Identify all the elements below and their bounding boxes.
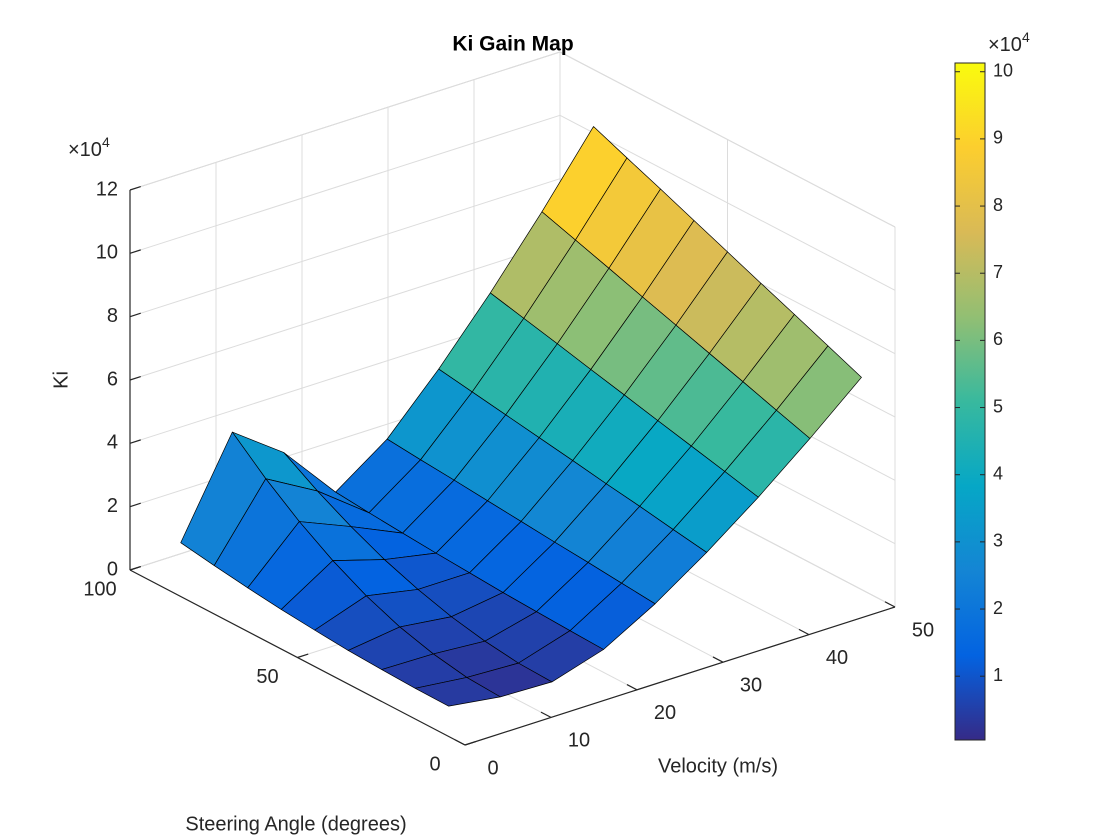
colorbar-tick-label: 2 [993,598,1003,618]
z-tick-label: 0 [107,558,118,580]
y-tick [129,565,141,571]
surface-patch [414,677,501,707]
x-axis-label: Velocity (m/s) [658,755,778,777]
colorbar-tick-label: 10 [993,60,1013,80]
z-tick-label: 2 [107,495,118,517]
y-tick [297,653,309,659]
z-tick-label: 12 [96,178,118,200]
x-tick [626,684,638,691]
x-axis [464,606,896,746]
y-tick-label: 50 [256,666,278,688]
grid-line [129,178,561,318]
y-tick-label: 100 [83,578,116,600]
x-tick-label: 20 [654,702,676,724]
x-tick-label: 40 [826,647,848,669]
x-tick [798,628,810,636]
z-exponent-power: 4 [102,134,110,150]
z-tick-label: 6 [107,368,118,390]
colorbar-tick-label: 4 [993,463,1003,483]
x-tick [540,711,552,718]
x-tick-label: 50 [912,619,934,641]
z-exponent-base: ×10 [68,139,102,161]
colorbar [954,62,986,741]
x-tick-label: 30 [740,674,762,696]
z-tick [129,439,141,444]
colorbar-tick-label: 7 [993,262,1003,282]
z-tick [129,502,141,508]
x-tick [712,656,724,663]
x-tick-label: 0 [487,757,498,779]
grid-line [129,114,561,254]
y-tick-label: 0 [429,753,440,775]
colorbar-tick-label: 3 [993,531,1003,551]
z-tick [129,249,141,254]
y-axis-label: Steering Angle (degrees) [185,813,406,835]
grid-line [559,114,896,291]
z-tick [129,375,141,381]
colorbar-exponent-base: ×10 [988,34,1022,56]
x-tick-label: 10 [568,730,590,752]
colorbar-tick-label: 9 [993,128,1003,148]
z-tick [129,185,141,191]
colorbar-exponent: ×104 [988,29,1030,57]
chart-title: Ki Gain Map [452,33,573,56]
z-tick-label: 8 [107,305,118,327]
x-tick [454,739,466,746]
z-exponent: ×104 [68,134,110,162]
z-axis-label: Ki [50,371,72,389]
colorbar-exponent-power: 4 [1022,29,1030,45]
surface [180,126,862,707]
z-tick [129,312,141,318]
grid-line [559,51,896,228]
grid-line [129,241,561,381]
grid-line [129,51,561,191]
z-tick-label: 4 [107,432,118,454]
colorbar-tick-label: 6 [993,329,1003,349]
colorbar-tick-label: 1 [993,665,1003,685]
colorbar-tick-label: 8 [993,195,1003,215]
colorbar-tick-label: 5 [993,396,1003,416]
z-tick-label: 10 [96,242,118,264]
x-tick [884,601,896,608]
y-tick [464,740,476,746]
